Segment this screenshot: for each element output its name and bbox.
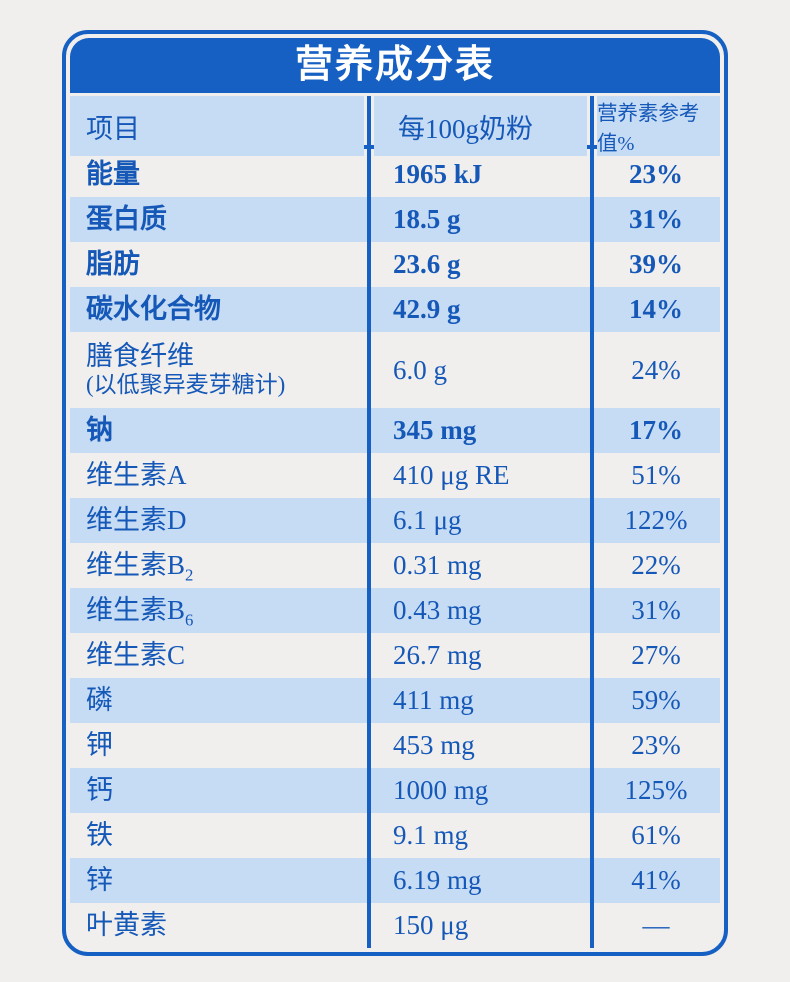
nutrient-label: 钾 bbox=[86, 729, 113, 760]
nutrient-label: 碳水化合物 bbox=[70, 287, 369, 332]
nutrient-amount: 0.31 mg bbox=[393, 550, 482, 580]
nutrient-label: 维生素D bbox=[70, 498, 369, 543]
nutrient-amount: 410 μg RE bbox=[393, 460, 510, 490]
table-row: 钠 345 mg 17% bbox=[70, 408, 720, 453]
table-grid: 项目 每100g奶粉 营养素参考值% 能量 1965 kJ 23% 蛋白质 18.5 g… bbox=[70, 96, 720, 948]
nutrient-amount: 18.5 g bbox=[369, 197, 592, 242]
nutrient-amount: 42.9 g bbox=[369, 287, 592, 332]
table-row: 维生素A 410 μg RE 51% bbox=[70, 453, 720, 498]
nutrient-nrv: 23% bbox=[631, 730, 681, 760]
header-nrv-column: 营养素参考值% bbox=[596, 96, 720, 156]
nutrient-nrv: 59% bbox=[591, 678, 720, 723]
table-row: 能量 1965 kJ 23% bbox=[70, 152, 720, 197]
nutrient-label-note: (以低聚异麦芽糖计) bbox=[86, 372, 286, 398]
table-title: 营养成分表 bbox=[70, 38, 720, 93]
nutrient-label: 维生素A bbox=[86, 459, 187, 490]
table-row: 钙 1000 mg 125% bbox=[70, 768, 720, 813]
nutrient-nrv: 41% bbox=[591, 858, 720, 903]
nutrient-label: 磷 bbox=[70, 678, 369, 723]
nutrient-nrv: 31% bbox=[591, 197, 720, 242]
nutrient-amount: 411 mg bbox=[369, 678, 592, 723]
nutrient-nrv: 122% bbox=[591, 498, 720, 543]
nutrient-label: 叶黄素 bbox=[86, 909, 167, 940]
nutrient-nrv: 61% bbox=[631, 820, 681, 850]
table-row: 叶黄素 150 μg — bbox=[70, 903, 720, 948]
table-row: 维生素B6 0.43 mg 31% bbox=[70, 588, 720, 633]
nutrient-amount: 345 mg bbox=[369, 408, 592, 453]
column-divider-1 bbox=[367, 96, 371, 948]
nutrient-label: 维生素B6 bbox=[70, 588, 369, 633]
table-body: 能量 1965 kJ 23% 蛋白质 18.5 g 31% 脂肪 23.6 g 39% 碳水化合物… bbox=[70, 152, 720, 948]
nutrient-nrv: 24% bbox=[631, 354, 681, 385]
table-row: 磷 411 mg 59% bbox=[70, 678, 720, 723]
nutrient-amount: 9.1 mg bbox=[393, 820, 469, 850]
table-row: 维生素D 6.1 μg 122% bbox=[70, 498, 720, 543]
nutrient-nrv: 22% bbox=[631, 550, 681, 580]
nutrient-nrv: 51% bbox=[631, 460, 681, 490]
nutrient-nrv: 17% bbox=[591, 408, 720, 453]
table-header-row: 项目 每100g奶粉 营养素参考值% bbox=[70, 96, 720, 156]
nutrient-amount: 0.43 mg bbox=[369, 588, 592, 633]
nutrient-amount: 6.0 g bbox=[393, 354, 447, 385]
header-item-column: 项目 bbox=[70, 96, 364, 156]
nutrient-label: 蛋白质 bbox=[70, 197, 369, 242]
table-row: 维生素C 26.7 mg 27% bbox=[70, 633, 720, 678]
table-row: 钾 453 mg 23% bbox=[70, 723, 720, 768]
table-row: 膳食纤维 (以低聚异麦芽糖计) 6.0 g 24% bbox=[70, 332, 720, 408]
nutrient-nrv: 31% bbox=[591, 588, 720, 633]
nutrient-nrv: 23% bbox=[628, 159, 683, 189]
nutrient-amount: 1965 kJ bbox=[393, 159, 483, 189]
table-row: 蛋白质 18.5 g 31% bbox=[70, 197, 720, 242]
table-row: 碳水化合物 42.9 g 14% bbox=[70, 287, 720, 332]
nutrient-label: 铁 bbox=[86, 819, 113, 850]
nutrient-nrv: 39% bbox=[628, 249, 683, 279]
nutrient-label: 膳食纤维 (以低聚异麦芽糖计) bbox=[70, 332, 369, 408]
nutrient-amount: 453 mg bbox=[393, 730, 475, 760]
nutrient-amount: 1000 mg bbox=[369, 768, 592, 813]
nutrient-label: 维生素B2 bbox=[86, 549, 194, 585]
nutrient-label: 钠 bbox=[70, 408, 369, 453]
nutrient-amount: 26.7 mg bbox=[393, 640, 482, 670]
table-row: 锌 6.19 mg 41% bbox=[70, 858, 720, 903]
table-row: 脂肪 23.6 g 39% bbox=[70, 242, 720, 287]
nutrient-label: 锌 bbox=[70, 858, 369, 903]
nutrient-nrv: 125% bbox=[591, 768, 720, 813]
table-row: 维生素B2 0.31 mg 22% bbox=[70, 543, 720, 588]
nutrient-nrv: 14% bbox=[591, 287, 720, 332]
nutrient-amount: 23.6 g bbox=[393, 249, 461, 279]
table-row: 铁 9.1 mg 61% bbox=[70, 813, 720, 858]
nutrition-table: 营养成分表 项目 每100g奶粉 营养素参考值% 能量 1965 kJ 23% 蛋白质… bbox=[62, 30, 728, 956]
nutrient-label: 钙 bbox=[70, 768, 369, 813]
nutrient-nrv: — bbox=[642, 910, 670, 940]
nutrient-amount: 6.1 μg bbox=[369, 498, 592, 543]
nutrient-label: 能量 bbox=[86, 158, 140, 189]
nutrient-label: 维生素C bbox=[86, 639, 186, 670]
nutrient-amount: 6.19 mg bbox=[369, 858, 592, 903]
header-amount-column: 每100g奶粉 bbox=[374, 96, 587, 156]
nutrient-nrv: 27% bbox=[631, 640, 681, 670]
nutrient-amount: 150 μg bbox=[393, 910, 469, 940]
nutrient-label: 脂肪 bbox=[86, 248, 140, 279]
column-divider-2 bbox=[589, 96, 594, 948]
